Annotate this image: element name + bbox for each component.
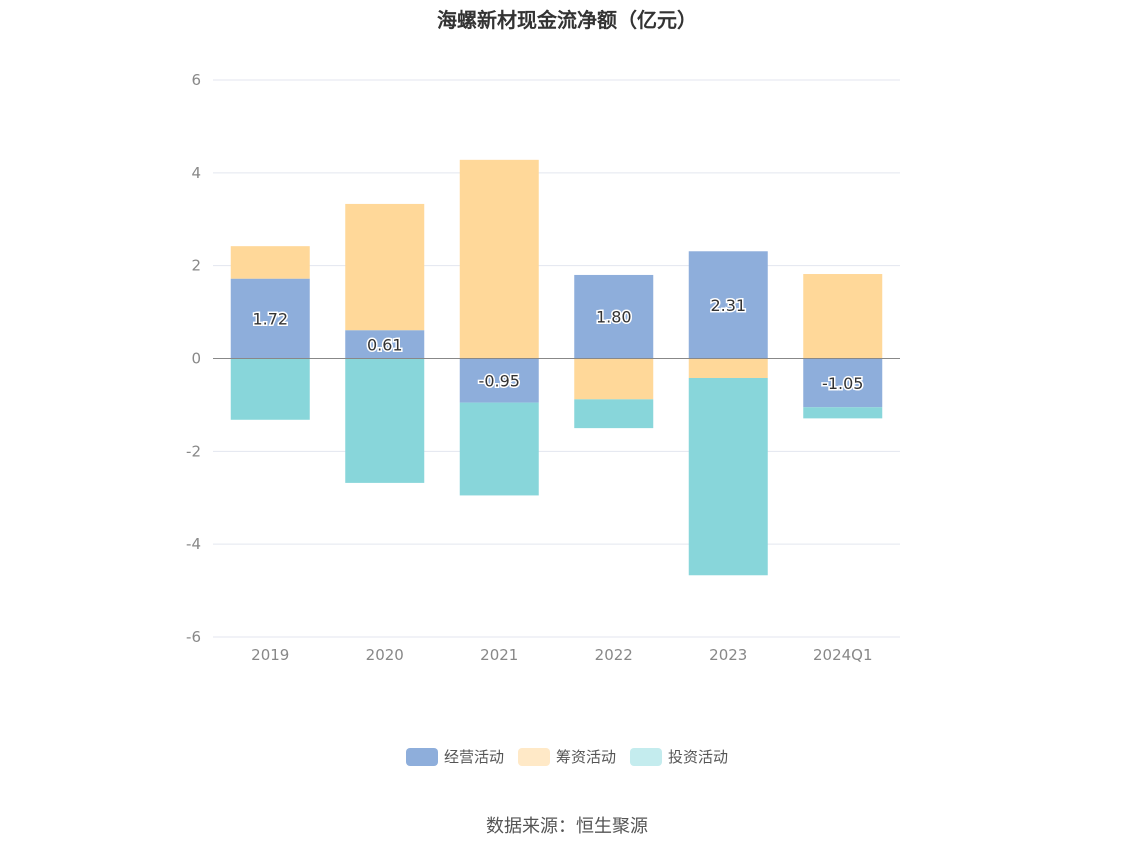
x-tick-label: 2023 xyxy=(709,646,747,664)
y-tick-label: 6 xyxy=(191,71,201,89)
bar-segment xyxy=(345,330,425,359)
bar-segment xyxy=(688,358,768,378)
y-tick-label: 0 xyxy=(191,350,201,368)
y-tick-label: 2 xyxy=(191,257,201,275)
x-tick-label: 2024Q1 xyxy=(813,646,873,664)
bar-segment xyxy=(574,358,654,400)
legend-swatch-operating xyxy=(405,747,438,766)
chart-title: 海螺新材现金流净额（亿元） xyxy=(437,8,697,32)
y-tick-label: 4 xyxy=(191,164,201,182)
bar-segment xyxy=(688,251,768,359)
x-tick-label: 2020 xyxy=(366,646,404,664)
legend-label-financing: 筹资活动 xyxy=(555,748,616,766)
y-tick-label: -2 xyxy=(186,442,201,460)
data-label: 1.80 xyxy=(596,308,632,327)
legend-label-operating: 经营活动 xyxy=(443,748,504,766)
bar-segment xyxy=(803,407,883,419)
x-tick-label: 2021 xyxy=(480,646,518,664)
data-label: 0.61 xyxy=(367,335,403,354)
bar-segment xyxy=(230,358,310,420)
cashflow-chart: 6 4 2 0 -2 -4 -6 2019 2020 2021 2022 2023 2024Q1 1.72… xyxy=(186,71,900,664)
legend: 经营活动 筹资活动 投资活动 xyxy=(0,746,1134,767)
bar-segment xyxy=(459,358,539,403)
bar-segment xyxy=(803,358,883,408)
bar-segment xyxy=(574,399,654,429)
bar-segment xyxy=(574,274,654,359)
bar-segment xyxy=(345,358,425,483)
data-label: -0.95 xyxy=(479,372,520,391)
bar-segment xyxy=(459,402,539,496)
bar-segment xyxy=(459,159,539,359)
legend-label-investing: 投资活动 xyxy=(668,748,729,766)
x-tick-label: 2022 xyxy=(595,646,633,664)
legend-item-financing[interactable]: 筹资活动 xyxy=(517,746,616,767)
data-label: 1.72 xyxy=(252,310,288,329)
data-label: -1.05 xyxy=(822,374,863,393)
bar-segment xyxy=(345,203,425,331)
bar-segment xyxy=(803,274,883,359)
data-source: 数据来源：恒生聚源 xyxy=(486,816,648,837)
y-tick-label: -6 xyxy=(186,628,201,646)
legend-item-investing[interactable]: 投资活动 xyxy=(630,746,728,767)
x-tick-label: 2019 xyxy=(251,646,289,664)
bar-segment xyxy=(688,377,768,576)
bar-segment xyxy=(230,278,310,359)
bar-segment xyxy=(230,246,310,279)
legend-swatch-investing xyxy=(630,747,662,766)
y-tick-label: -4 xyxy=(186,535,201,553)
legend-swatch-financing xyxy=(517,747,550,766)
data-label: 2.31 xyxy=(710,296,746,315)
legend-item-operating[interactable]: 经营活动 xyxy=(405,746,504,767)
